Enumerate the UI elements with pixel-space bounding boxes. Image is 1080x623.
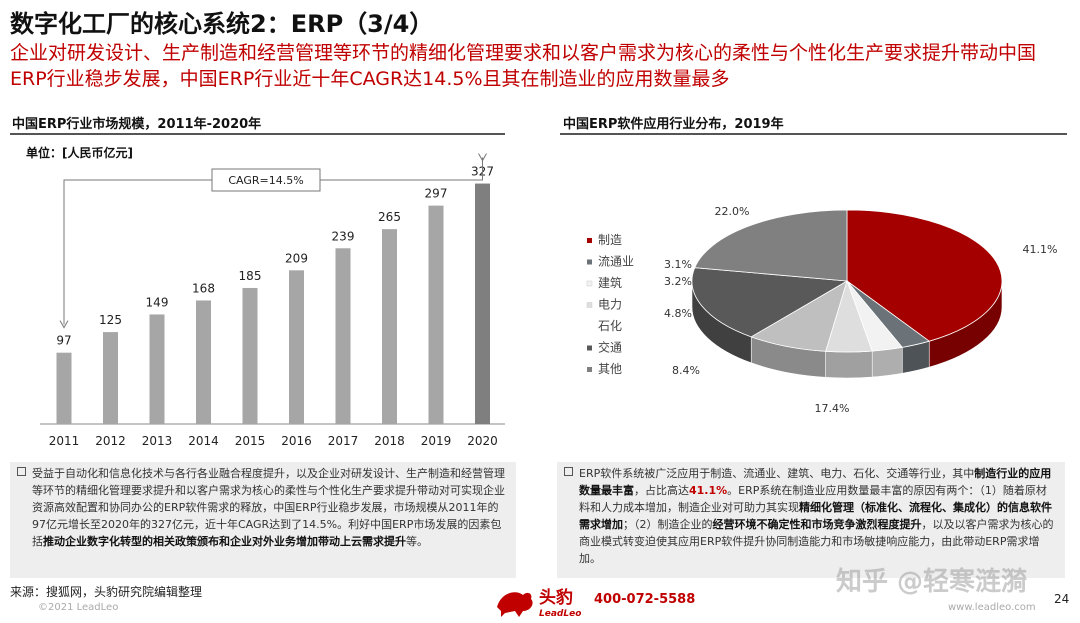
legend-swatch-电力	[586, 302, 593, 308]
pie-value-label-其他: 22.0%	[715, 205, 750, 218]
value-label-2011: 97	[56, 334, 71, 348]
logo-cn-text: 头豹	[539, 587, 573, 608]
value-label-2012: 125	[99, 313, 122, 327]
right-text-part: 41.1%	[689, 484, 728, 497]
value-label-2014: 168	[192, 281, 215, 295]
bar-2017	[335, 248, 351, 424]
cagr-label: CAGR=14.5%	[228, 174, 303, 187]
page-subtitle: 企业对研发设计、生产制造和经营管理等环节的精细化管理要求和以客户需求为核心的柔性…	[10, 42, 1037, 90]
legend-label-石化: 石化	[598, 319, 622, 333]
watermark-text: 知乎 @轻寒涟漪	[836, 567, 1028, 597]
right-chart-heading: 中国ERP软件应用行业分布，2019年	[563, 117, 784, 132]
left-text-part: 推动企业数字化转型的相关政策颁布和企业对外业务增加带动上云需求提升	[43, 535, 406, 548]
pie-value-label-交通: 17.4%	[815, 402, 850, 415]
legend-label-交通: 交通	[598, 340, 622, 355]
right-text-part: 。ERP系统在制造业应用数量最丰富的原因有两个：（1）随着原材料和人力成本增加，…	[579, 484, 1047, 514]
legend-label-流通业: 流通业	[598, 255, 634, 269]
category-label-2014: 2014	[188, 434, 219, 448]
right-text-part: ，占比高达	[634, 484, 689, 497]
category-label-2017: 2017	[328, 434, 359, 448]
legend-label-建筑: 建筑	[598, 275, 622, 290]
right-text-part: ，以及以客户需求为核心的商业模式转变迫使其应用ERP软件提升协同制造能力和市场敏…	[579, 518, 1054, 565]
pie-slice-制造	[846, 209, 1003, 342]
page-title: 数字化工厂的核心系统2：ERP（3/4）	[10, 10, 434, 38]
value-label-2017: 239	[332, 229, 355, 243]
value-label-2013: 149	[146, 295, 169, 309]
left-text-part: 等。	[406, 535, 428, 548]
category-label-2016: 2016	[281, 434, 312, 448]
bar-2016	[289, 270, 304, 424]
legend-label-其他: 其他	[598, 362, 622, 376]
left-bullet-icon	[17, 467, 26, 476]
legend-swatch-流通业	[587, 259, 592, 265]
bar-2012	[103, 332, 118, 424]
category-label-2013: 2013	[142, 434, 173, 448]
pie-slice-交通	[691, 267, 849, 338]
page-number: 24	[1054, 592, 1070, 606]
leadleo-logo: 头豹 LeadLeo	[497, 587, 581, 619]
left-text-part: 受益于自动化和信息化技术与各行各业融合程度提升，以及企业对研发设计、生产制造和经…	[32, 467, 505, 548]
pie-value-label-石化: 8.4%	[672, 364, 700, 377]
cagr-arrow-left-icon	[59, 320, 69, 329]
right-description-text: ERP软件系统被广泛应用于制造、流通业、建筑、电力、石化、交通等行业，其中制造行…	[579, 467, 1054, 565]
bar-2011	[56, 352, 72, 424]
cagr-box	[211, 168, 321, 192]
legend-swatch-制造	[587, 238, 592, 243]
right-bullet-icon	[564, 467, 573, 476]
bar-2019	[428, 205, 444, 424]
left-description-text: 受益于自动化和信息化技术与各行各业融合程度提升，以及企业对研发设计、生产制造和经…	[32, 467, 505, 548]
pie-value-label-电力: 4.8%	[664, 307, 692, 320]
copyright: ©2021 LeadLeo	[38, 602, 119, 613]
pie-side-建筑	[871, 346, 903, 378]
bar-2014	[196, 300, 211, 424]
right-text-part: ERP软件系统被广泛应用于制造、流通业、建筑、电力、石化、交通等行业，其中	[579, 467, 975, 480]
pie-value-label-流通业: 3.1%	[664, 258, 692, 271]
right-text-part: ；（2）制造企业的	[623, 518, 713, 531]
right-heading-divider	[560, 133, 1067, 135]
source-note: 来源：搜狐网，头豹研究院编辑整理	[10, 585, 203, 599]
value-label-2019: 297	[425, 187, 448, 201]
pie-value-label-建筑: 3.2%	[664, 275, 692, 288]
legend-swatch-其他	[587, 367, 592, 372]
bar-2013	[149, 314, 165, 424]
unit-label: 单位：[人民币亿元]	[26, 146, 133, 160]
legend-swatch-建筑	[586, 280, 593, 287]
pie-slice-其他	[694, 209, 848, 282]
left-description: 受益于自动化和信息化技术与各行各业融合程度提升，以及企业对研发设计、生产制造和经…	[10, 462, 516, 578]
right-text-part: 精细化管理（标准化、流程化、集成化）的信息软件需求增加	[579, 501, 1052, 531]
legend-swatch-交通	[587, 345, 592, 351]
category-label-2011: 2011	[49, 434, 80, 448]
category-label-2015: 2015	[235, 434, 266, 448]
cagr-arrow-right-icon	[478, 153, 487, 162]
leopard-icon	[497, 592, 533, 617]
value-label-2015: 185	[239, 269, 262, 283]
category-label-2018: 2018	[374, 434, 405, 448]
pie-side-电力	[825, 350, 873, 379]
legend-label-制造: 制造	[598, 233, 622, 247]
bar-2020	[475, 183, 490, 424]
bar-2015	[242, 287, 258, 424]
category-label-2019: 2019	[421, 434, 452, 448]
right-description: ERP软件系统被广泛应用于制造、流通业、建筑、电力、石化、交通等行业，其中制造行…	[557, 462, 1065, 578]
right-text-part: 制造行业的应用数量最丰富	[579, 467, 1052, 497]
category-label-2020: 2020	[467, 434, 498, 448]
pie-chart: 41.1% 3.1% 3.2% 4.8% 8.4% 17.4% 22.0% 制造流通业建筑电力…	[586, 205, 1058, 415]
value-label-2016: 209	[285, 251, 308, 265]
hotline-number: 400-072-5588	[594, 592, 696, 607]
logo-en-text: LeadLeo	[539, 609, 581, 619]
left-heading-divider	[10, 133, 505, 135]
bar-2018	[382, 229, 397, 424]
website-url: www.leadleo.com	[948, 602, 1036, 613]
value-label-2018: 265	[378, 210, 401, 224]
category-label-2012: 2012	[95, 434, 126, 448]
pie-value-label-制造: 41.1%	[1023, 243, 1058, 256]
left-chart-heading: 中国ERP行业市场规模，2011年-2020年	[12, 117, 262, 132]
legend-label-电力: 电力	[598, 298, 622, 312]
right-text-part: 经营环境不确定性和市场竞争激烈程度提升	[712, 518, 922, 531]
bar-chart: 97 2011 125 2012 149 2013 168 2014 185 2015 209 201…	[40, 153, 505, 448]
